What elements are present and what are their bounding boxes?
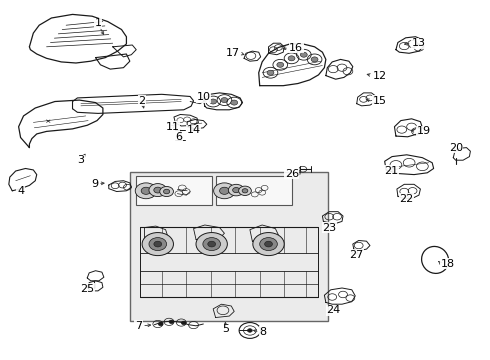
Text: 2: 2: [139, 96, 146, 106]
Text: 10: 10: [196, 92, 210, 102]
Circle shape: [169, 320, 174, 324]
Text: 6: 6: [175, 132, 182, 142]
Circle shape: [154, 187, 162, 193]
Circle shape: [154, 241, 162, 247]
Text: 9: 9: [91, 179, 98, 189]
Text: 24: 24: [326, 305, 341, 315]
Circle shape: [141, 187, 151, 194]
Text: 7: 7: [135, 321, 142, 331]
Text: 3: 3: [77, 155, 84, 165]
Circle shape: [220, 187, 229, 194]
Circle shape: [239, 186, 251, 195]
Circle shape: [233, 188, 240, 193]
Circle shape: [221, 98, 228, 103]
Circle shape: [135, 183, 157, 199]
Text: 15: 15: [372, 96, 387, 106]
Circle shape: [277, 62, 284, 67]
Circle shape: [300, 52, 307, 57]
Bar: [130, 172, 328, 321]
Circle shape: [267, 70, 274, 75]
Circle shape: [253, 233, 284, 256]
Ellipse shape: [421, 247, 449, 273]
Text: 21: 21: [384, 166, 398, 176]
Text: 20: 20: [449, 143, 463, 153]
Circle shape: [242, 189, 248, 193]
Circle shape: [311, 57, 318, 62]
Circle shape: [164, 189, 170, 194]
Circle shape: [149, 238, 167, 251]
Circle shape: [228, 184, 244, 196]
Text: 11: 11: [166, 122, 179, 132]
Circle shape: [214, 183, 235, 199]
Circle shape: [203, 238, 220, 251]
Bar: [136, 176, 212, 205]
Circle shape: [158, 322, 163, 326]
Circle shape: [231, 100, 238, 105]
Text: 5: 5: [222, 324, 229, 334]
Text: 27: 27: [349, 250, 364, 260]
Bar: [216, 176, 292, 205]
Text: 14: 14: [187, 125, 200, 135]
Circle shape: [288, 56, 295, 61]
Text: 22: 22: [399, 194, 414, 204]
Text: 1: 1: [95, 18, 101, 28]
Circle shape: [142, 233, 173, 256]
Text: 16: 16: [289, 42, 303, 53]
Circle shape: [208, 241, 216, 247]
Text: 23: 23: [322, 222, 336, 233]
Text: 8: 8: [260, 327, 267, 337]
Text: 4: 4: [17, 186, 24, 196]
Circle shape: [265, 241, 272, 247]
Text: 19: 19: [416, 126, 431, 136]
Text: 26: 26: [285, 168, 299, 179]
Text: 17: 17: [226, 48, 240, 58]
Text: 18: 18: [441, 258, 455, 269]
Circle shape: [160, 186, 173, 197]
Text: 25: 25: [80, 284, 94, 294]
Text: 12: 12: [372, 71, 387, 81]
Circle shape: [260, 238, 277, 251]
Circle shape: [149, 184, 167, 197]
Circle shape: [181, 321, 186, 325]
Circle shape: [210, 99, 217, 104]
Text: 13: 13: [412, 38, 426, 48]
Circle shape: [247, 329, 252, 332]
Circle shape: [196, 233, 227, 256]
